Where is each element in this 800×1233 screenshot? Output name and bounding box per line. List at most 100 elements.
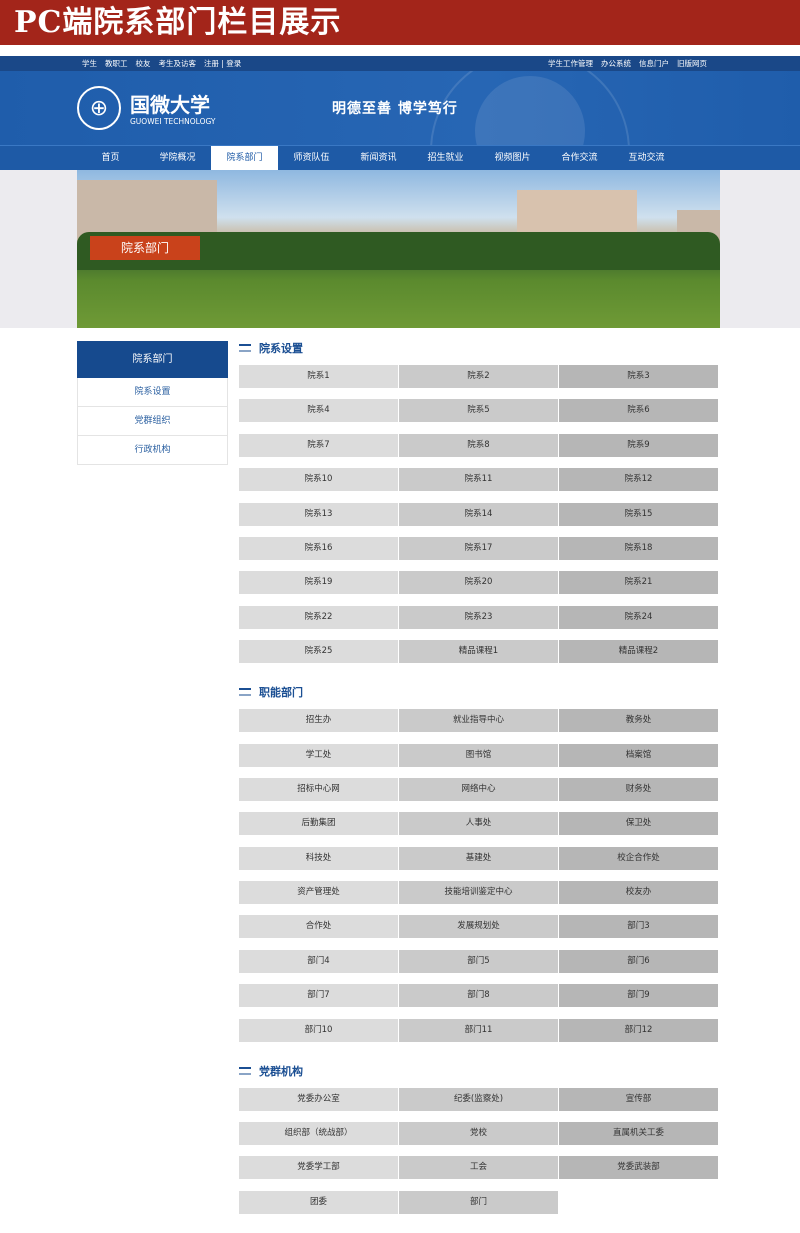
nav-item[interactable]: 师资队伍 (293, 153, 330, 163)
department-link[interactable]: 部门7 (239, 984, 398, 1008)
department-link[interactable]: 档案馆 (559, 743, 718, 767)
section-bullet-icon (239, 1066, 251, 1075)
university-seal-icon[interactable]: ⊕ (77, 86, 121, 130)
topbar-link[interactable]: 旧版网页 (677, 59, 707, 68)
department-link[interactable]: 院系7 (239, 433, 398, 457)
site-header: ⊕ 国微大学 GUOWEI TECHNOLOGY 明德至善 博学笃行 (0, 71, 800, 145)
sidebar: 院系部门 院系设置 党群组织 行政机构 (77, 341, 228, 465)
department-link[interactable]: 财务处 (559, 777, 718, 801)
department-link[interactable]: 教务处 (559, 709, 718, 733)
department-link[interactable]: 校企合作处 (559, 846, 718, 870)
department-link[interactable]: 院系4 (239, 399, 398, 423)
nav-item[interactable]: 首页 (101, 153, 120, 163)
page-title: PC端院系部门栏目展示 (0, 0, 800, 45)
sidebar-item[interactable]: 院系设置 (77, 378, 228, 407)
department-link[interactable]: 党委武装部 (559, 1156, 718, 1180)
department-link[interactable]: 院系21 (559, 571, 718, 595)
department-link[interactable]: 院系24 (559, 605, 718, 629)
department-link[interactable]: 校友办 (559, 881, 718, 905)
department-link[interactable]: 基建处 (399, 846, 558, 870)
department-link[interactable]: 院系19 (239, 571, 398, 595)
department-link[interactable]: 后勤集团 (239, 812, 398, 836)
department-link[interactable]: 工会 (399, 1156, 558, 1180)
department-link[interactable]: 保卫处 (559, 812, 718, 836)
department-link[interactable]: 院系11 (399, 468, 558, 492)
department-link[interactable]: 院系8 (399, 433, 558, 457)
topbar-link[interactable]: 学生工作管理 (548, 59, 593, 68)
nav-item[interactable]: 合作交流 (561, 153, 598, 163)
topbar-link[interactable]: 信息门户 (639, 59, 669, 68)
department-link[interactable]: 科技处 (239, 846, 398, 870)
nav-item[interactable]: 招生就业 (427, 153, 464, 163)
sidebar-item[interactable]: 党群组织 (77, 407, 228, 436)
department-link[interactable]: 部门12 (559, 1018, 718, 1042)
department-link[interactable]: 院系12 (559, 468, 718, 492)
department-link[interactable]: 纪委(监察处) (399, 1087, 558, 1111)
department-link[interactable]: 部门9 (559, 984, 718, 1008)
topbar-link[interactable]: 注册 | 登录 (204, 59, 242, 68)
department-link[interactable]: 院系2 (399, 365, 558, 388)
department-link[interactable]: 合作处 (239, 915, 398, 939)
sidebar-item[interactable]: 行政机构 (77, 436, 228, 465)
department-link[interactable]: 资产管理处 (239, 881, 398, 905)
department-link[interactable]: 部门5 (399, 949, 558, 973)
department-link[interactable]: 图书馆 (399, 743, 558, 767)
department-link[interactable]: 部门6 (559, 949, 718, 973)
department-link[interactable]: 院系20 (399, 571, 558, 595)
department-link[interactable]: 院系16 (239, 536, 398, 560)
department-link[interactable]: 部门11 (399, 1018, 558, 1042)
department-link[interactable]: 部门3 (559, 915, 718, 939)
department-link[interactable]: 院系22 (239, 605, 398, 629)
topbar-link[interactable]: 办公系统 (601, 59, 631, 68)
department-link[interactable]: 团委 (239, 1190, 398, 1214)
department-link[interactable]: 部门8 (399, 984, 558, 1008)
department-link[interactable]: 院系25 (239, 640, 398, 664)
nav-item[interactable]: 新闻资讯 (360, 153, 397, 163)
nav-item[interactable]: 视频图片 (494, 153, 531, 163)
department-link[interactable]: 院系1 (239, 365, 398, 388)
banner-label: 院系部门 (90, 236, 200, 260)
department-link[interactable]: 院系9 (559, 433, 718, 457)
department-link[interactable]: 院系18 (559, 536, 718, 560)
department-link[interactable]: 学工处 (239, 743, 398, 767)
department-link[interactable]: 党校 (399, 1122, 558, 1146)
department-link[interactable]: 院系5 (399, 399, 558, 423)
department-link[interactable]: 网络中心 (399, 777, 558, 801)
nav-item[interactable]: 院系部门 (211, 146, 278, 170)
section-title: 党群机构 (259, 1064, 303, 1078)
department-link[interactable]: 院系10 (239, 468, 398, 492)
department-link[interactable]: 院系14 (399, 502, 558, 526)
topbar-link[interactable]: 校友 (135, 59, 151, 68)
nav-item[interactable]: 学院概况 (159, 153, 196, 163)
logo-name[interactable]: 国微大学 (130, 93, 210, 117)
department-link[interactable]: 院系23 (399, 605, 558, 629)
department-link[interactable]: 部门 (399, 1190, 558, 1214)
department-link[interactable]: 部门10 (239, 1018, 398, 1042)
department-link[interactable]: 直属机关工委 (559, 1122, 718, 1146)
department-link[interactable]: 人事处 (399, 812, 558, 836)
department-link[interactable]: 发展规划处 (399, 915, 558, 939)
topbar-link[interactable]: 学生 (82, 59, 97, 68)
department-link[interactable]: 组织部（统战部） (239, 1122, 398, 1146)
department-link[interactable]: 精品课程1 (399, 640, 558, 664)
department-link[interactable]: 招标中心网 (239, 777, 398, 801)
department-link[interactable]: 技能培训鉴定中心 (399, 881, 558, 905)
section-heading: 院系设置 (239, 338, 719, 358)
department-link[interactable]: 招生办 (239, 709, 398, 733)
department-link[interactable]: 院系6 (559, 399, 718, 423)
department-link[interactable]: 党委办公室 (239, 1087, 398, 1111)
campus-banner-image (77, 170, 720, 328)
topbar-link[interactable]: 教职工 (105, 59, 128, 68)
department-link[interactable]: 宣传部 (559, 1087, 718, 1111)
topbar-link[interactable]: 考生及访客 (158, 59, 197, 68)
section-bullet-icon (239, 344, 251, 352)
department-link[interactable]: 院系17 (399, 536, 558, 560)
department-link[interactable]: 就业指导中心 (399, 709, 558, 733)
department-link[interactable]: 部门4 (239, 949, 398, 973)
department-link[interactable]: 院系3 (559, 365, 718, 388)
nav-item[interactable]: 互动交流 (628, 153, 665, 163)
department-link[interactable]: 精品课程2 (559, 640, 718, 664)
department-link[interactable]: 院系15 (559, 502, 718, 526)
department-link[interactable]: 党委学工部 (239, 1156, 398, 1180)
department-link[interactable]: 院系13 (239, 502, 398, 526)
